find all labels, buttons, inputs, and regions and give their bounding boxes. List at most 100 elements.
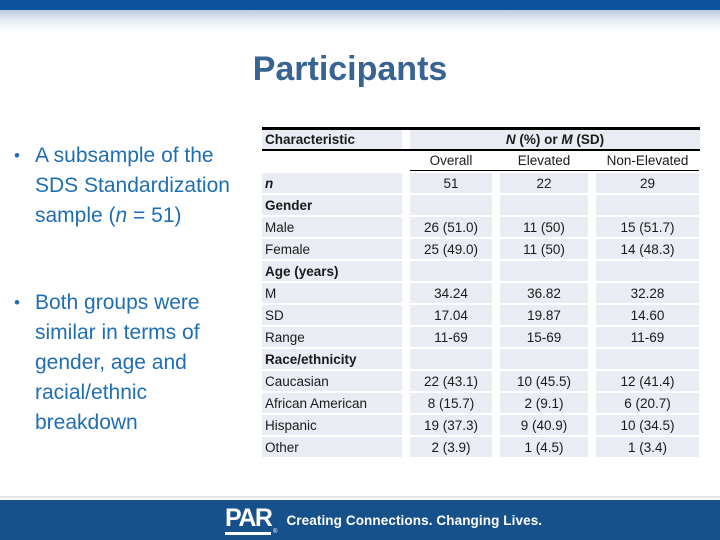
row-label: Male	[262, 217, 402, 237]
bullet-line: SDS Standardization	[35, 174, 230, 197]
cell-value: 2 (9.1)	[500, 393, 588, 413]
registered-mark-icon: ®	[273, 528, 278, 535]
cell-value: 11 (50)	[500, 239, 588, 259]
column-header-characteristic: Characteristic	[262, 129, 402, 149]
row-label: Female	[262, 239, 402, 259]
bullet-marker: •	[14, 293, 20, 312]
cell-value: 2 (3.9)	[410, 437, 492, 457]
top-gradient	[0, 10, 720, 32]
par-logo: PAR ®	[225, 503, 277, 535]
top-accent-bar	[0, 0, 720, 10]
table-row: M 34.24 36.82 32.28	[262, 283, 700, 303]
header-italic-M: M	[561, 131, 573, 147]
cell-value	[410, 195, 492, 215]
cell-value	[500, 349, 588, 369]
cell-value: 14.60	[596, 305, 699, 325]
header-italic-N: N	[505, 131, 516, 147]
cell-value: 29	[596, 173, 699, 193]
table-header-row: Characteristic N (%) or M (SD)	[262, 129, 700, 149]
cell-value: 10 (34.5)	[596, 415, 699, 435]
cell-value: 11 (50)	[500, 217, 588, 237]
cell-value: 1 (3.4)	[596, 437, 699, 457]
footer-divider	[0, 496, 720, 498]
table-row: Gender	[262, 195, 700, 215]
footer-bar: PAR ® Creating Connections. Changing Liv…	[0, 500, 720, 540]
table-row: Hispanic 19 (37.3) 9 (40.9) 10 (34.5)	[262, 415, 700, 435]
table-top-border	[262, 127, 700, 130]
cell-value	[410, 349, 492, 369]
bullet-line: sample (n = 51)	[35, 201, 230, 231]
cell-value: 36.82	[500, 283, 588, 303]
cell-value: 6 (20.7)	[596, 393, 699, 413]
bullet-item-subsample: • A subsample of the SDS Standardization…	[14, 141, 262, 231]
row-label: Gender	[262, 195, 402, 215]
table-row: Race/ethnicity	[262, 349, 700, 369]
table-row: Range 11-69 15-69 11-69	[262, 327, 700, 347]
header-text: (SD)	[572, 131, 605, 147]
row-label: African American	[262, 393, 402, 413]
bullet-line: similar in terms of	[35, 321, 200, 344]
table-row: African American 8 (15.7) 2 (9.1) 6 (20.…	[262, 393, 700, 413]
cell-value: 1 (4.5)	[500, 437, 588, 457]
cell-value: 9 (40.9)	[500, 415, 588, 435]
bullet-line: racial/ethnic	[35, 381, 148, 404]
bullet-line: gender, age and	[35, 351, 187, 374]
table-row: Age (years)	[262, 261, 700, 281]
cell-value: 22 (43.1)	[410, 371, 492, 391]
cell-value: 11-69	[596, 327, 699, 347]
bullet-line-part: sample (	[35, 204, 116, 227]
row-label: Other	[262, 437, 402, 457]
cell-value	[596, 349, 699, 369]
table-row: Caucasian 22 (43.1) 10 (45.5) 12 (41.4)	[262, 371, 700, 391]
bullet-line: Both groups were	[35, 291, 200, 314]
bullet-line: breakdown	[35, 411, 138, 434]
bullet-item-groups-similar: • Both groups were similar in terms of g…	[14, 288, 262, 438]
cell-value: 26 (51.0)	[410, 217, 492, 237]
cell-value: 32.28	[596, 283, 699, 303]
row-label: Hispanic	[262, 415, 402, 435]
table-header-border	[262, 148, 700, 151]
row-label: Age (years)	[262, 261, 402, 281]
table-subheader-row: Overall Elevated Non-Elevated	[262, 150, 700, 170]
cell-value	[500, 261, 588, 281]
table-row: Other 2 (3.9) 1 (4.5) 1 (3.4)	[262, 437, 700, 457]
bullet-line-italic-n: n	[115, 204, 128, 227]
row-label: Race/ethnicity	[262, 349, 402, 369]
table-subheader-border	[410, 169, 699, 171]
row-label: M	[262, 283, 402, 303]
cell-value: 10 (45.5)	[500, 371, 588, 391]
column-header-elevated: Elevated	[500, 150, 588, 170]
par-logo-text: PAR	[225, 503, 273, 532]
row-label: Caucasian	[262, 371, 402, 391]
bullet-text: A subsample of the SDS Standardization s…	[35, 141, 230, 231]
table-row: Male 26 (51.0) 11 (50) 15 (51.7)	[262, 217, 700, 237]
cell-value	[500, 195, 588, 215]
cell-value: 15-69	[500, 327, 588, 347]
cell-value: 34.24	[410, 283, 492, 303]
table-row: Female 25 (49.0) 11 (50) 14 (48.3)	[262, 239, 700, 259]
row-label: SD	[262, 305, 402, 325]
cell-value	[410, 261, 492, 281]
cell-value: 51	[410, 173, 492, 193]
cell-value	[596, 195, 699, 215]
column-header-n-pct-m-sd: N (%) or M (SD)	[410, 129, 700, 149]
cell-value: 19.87	[500, 305, 588, 325]
cell-value: 15 (51.7)	[596, 217, 699, 237]
footer-tagline: Creating Connections. Changing Lives.	[286, 512, 543, 528]
cell-value: 11-69	[410, 327, 492, 347]
row-label: n	[262, 173, 402, 193]
cell-value: 22	[500, 173, 588, 193]
cell-value: 17.04	[410, 305, 492, 325]
bullet-list: • A subsample of the SDS Standardization…	[14, 141, 262, 438]
participants-table: Characteristic N (%) or M (SD) Overall E…	[262, 127, 700, 457]
cell-value: 19 (37.3)	[410, 415, 492, 435]
cell-value: 8 (15.7)	[410, 393, 492, 413]
cell-value	[596, 261, 699, 281]
cell-value: 25 (49.0)	[410, 239, 492, 259]
subheader-spacer	[262, 150, 402, 170]
cell-value: 14 (48.3)	[596, 239, 699, 259]
row-label: Range	[262, 327, 402, 347]
column-header-non-elevated: Non-Elevated	[596, 150, 699, 170]
header-text: (%) or	[515, 131, 562, 147]
